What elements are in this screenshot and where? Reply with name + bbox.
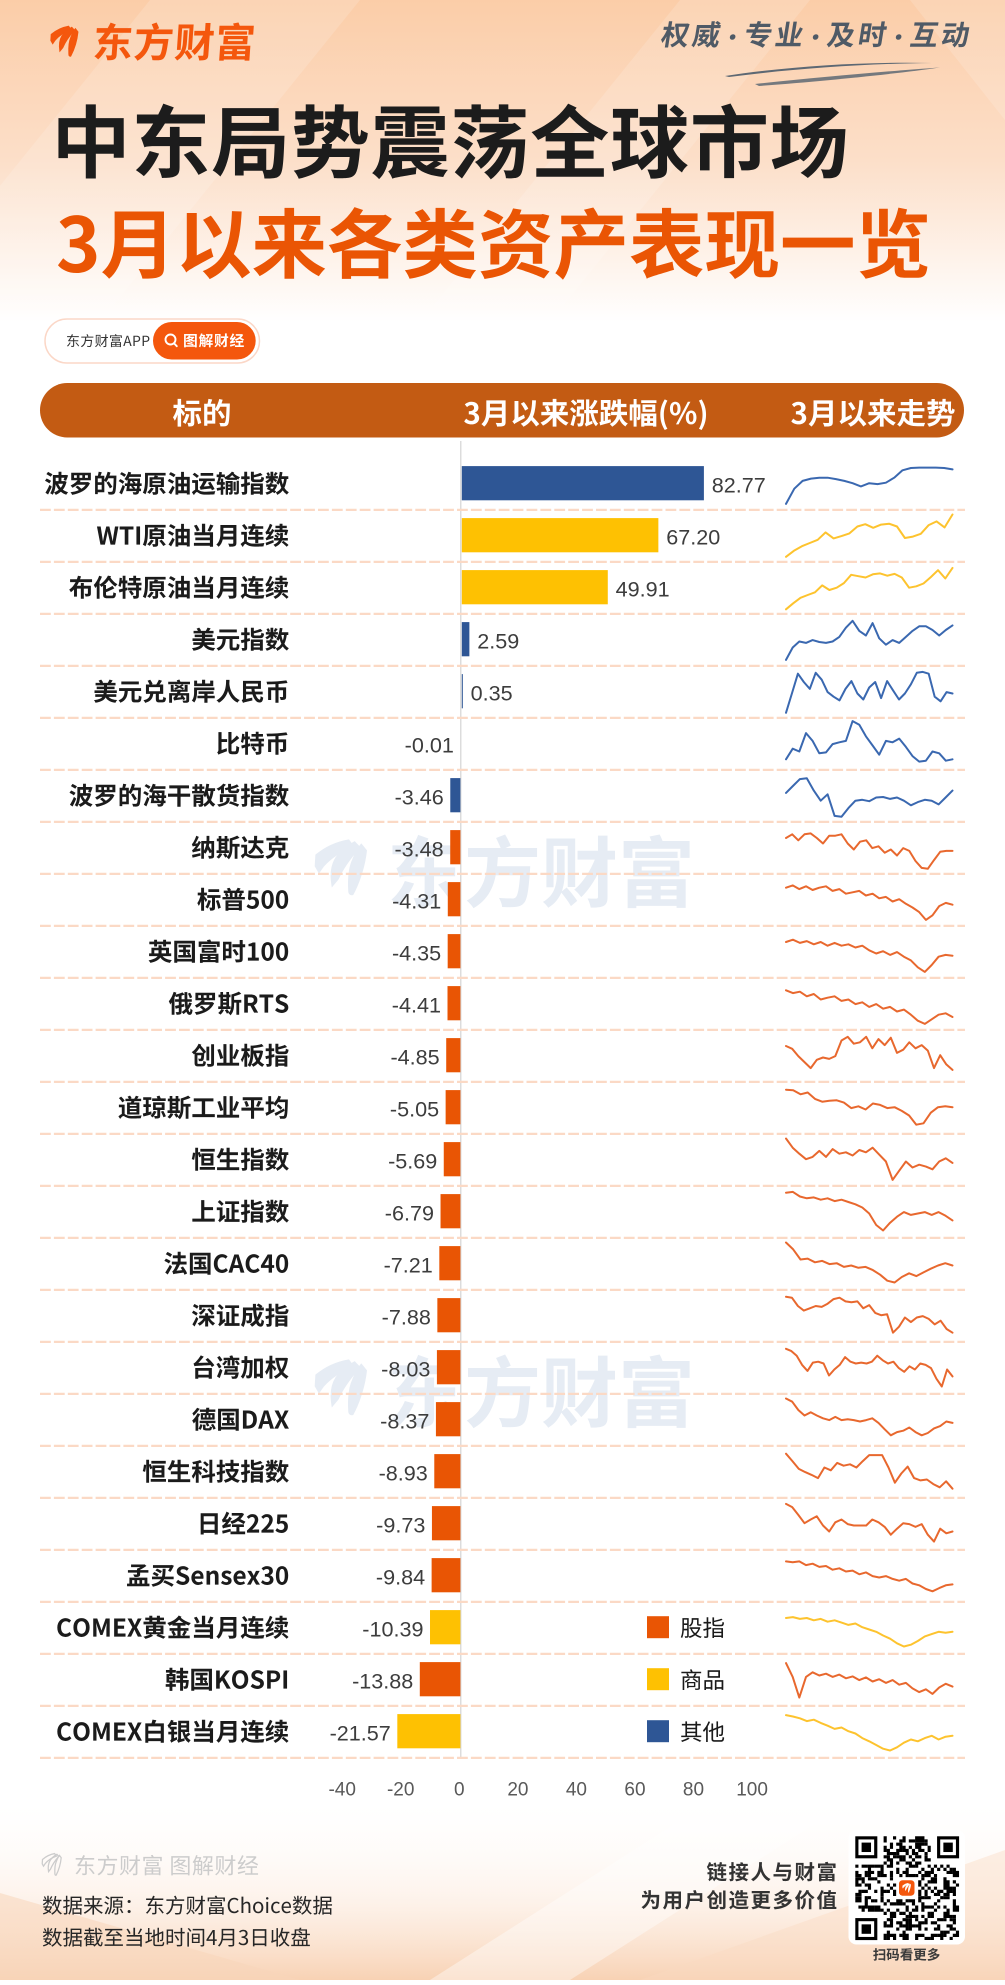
svg-text:40: 40 xyxy=(566,1780,587,1801)
svg-text:82.77: 82.77 xyxy=(712,473,766,498)
svg-text:-13.88: -13.88 xyxy=(352,1669,413,1694)
svg-text:-0.01: -0.01 xyxy=(405,733,454,758)
svg-text:-9.84: -9.84 xyxy=(376,1565,425,1590)
svg-text:80: 80 xyxy=(683,1780,704,1801)
svg-text:-4.41: -4.41 xyxy=(392,993,441,1018)
svg-text:2.59: 2.59 xyxy=(477,629,519,654)
svg-text:-4.35: -4.35 xyxy=(392,941,441,966)
svg-text:67.20: 67.20 xyxy=(666,525,720,550)
svg-text:-6.79: -6.79 xyxy=(385,1201,434,1226)
svg-text:-8.03: -8.03 xyxy=(381,1357,430,1382)
svg-text:-4.31: -4.31 xyxy=(392,889,441,914)
svg-text:-5.69: -5.69 xyxy=(388,1149,437,1174)
svg-text:-7.88: -7.88 xyxy=(382,1305,431,1330)
svg-text:-3.48: -3.48 xyxy=(394,837,443,862)
svg-text:-10.39: -10.39 xyxy=(362,1617,423,1642)
svg-text:60: 60 xyxy=(624,1780,645,1801)
svg-text:100: 100 xyxy=(736,1780,768,1801)
svg-text:-20: -20 xyxy=(387,1780,414,1801)
svg-text:-8.93: -8.93 xyxy=(379,1461,428,1486)
svg-text:-5.05: -5.05 xyxy=(390,1097,439,1122)
svg-text:20: 20 xyxy=(507,1780,528,1801)
svg-text:49.91: 49.91 xyxy=(616,577,670,602)
svg-text:-7.21: -7.21 xyxy=(384,1253,433,1278)
svg-text:-8.37: -8.37 xyxy=(380,1409,429,1434)
svg-text:0.35: 0.35 xyxy=(471,681,513,706)
svg-text:-21.57: -21.57 xyxy=(330,1721,391,1746)
svg-text:-9.73: -9.73 xyxy=(376,1513,425,1538)
svg-text:-4.85: -4.85 xyxy=(390,1045,439,1070)
svg-text:-40: -40 xyxy=(328,1780,355,1801)
svg-text:0: 0 xyxy=(454,1780,465,1801)
svg-text:-3.46: -3.46 xyxy=(395,785,444,810)
